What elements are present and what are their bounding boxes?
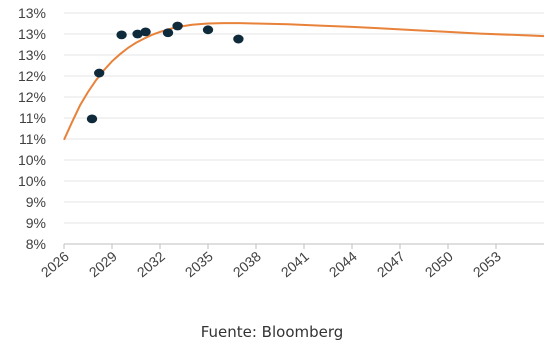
gridlines bbox=[64, 12, 544, 245]
data-point bbox=[140, 27, 151, 37]
x-tick-label: 2044 bbox=[326, 248, 360, 280]
x-tick-label: 2026 bbox=[38, 248, 72, 280]
y-tick-label: 9% bbox=[26, 194, 46, 210]
x-axis-ticks: 2026 2029 2032 2035 2038 2041 2044 2047 2050 2053 bbox=[38, 244, 504, 280]
data-point bbox=[172, 21, 183, 31]
data-point bbox=[116, 30, 127, 40]
y-tick-label: 12% bbox=[18, 68, 46, 84]
source-note: Fuente: Bloomberg bbox=[201, 323, 344, 341]
x-tick-label: 2035 bbox=[182, 248, 216, 280]
y-tick-label: 13% bbox=[18, 5, 46, 21]
y-tick-label: 13% bbox=[18, 47, 46, 63]
data-point bbox=[233, 34, 244, 44]
x-tick-label: 2047 bbox=[374, 248, 408, 280]
y-tick-label: 11% bbox=[19, 131, 46, 147]
y-tick-label: 10% bbox=[18, 173, 46, 189]
data-point bbox=[86, 114, 98, 124]
y-tick-label: 11% bbox=[19, 110, 46, 126]
fitted-curve bbox=[63, 22, 544, 141]
x-tick-label: 2038 bbox=[230, 248, 264, 280]
data-point bbox=[162, 28, 174, 38]
y-tick-label: 8% bbox=[26, 236, 46, 252]
data-point bbox=[94, 68, 105, 78]
y-tick-label: 9% bbox=[26, 215, 46, 231]
data-point bbox=[202, 25, 214, 35]
data-points-layer bbox=[86, 21, 244, 124]
x-tick-label: 2032 bbox=[134, 248, 168, 280]
data-point bbox=[132, 29, 143, 39]
fitted-curve-layer bbox=[63, 22, 544, 141]
x-tick-label: 2029 bbox=[86, 248, 120, 280]
y-tick-label: 13% bbox=[18, 26, 46, 42]
y-tick-label: 12% bbox=[18, 89, 46, 105]
y-tick-label: 10% bbox=[18, 152, 46, 168]
y-axis-ticks: 8% 9% 9% 10% 10% 11% 11% 12% 12% 13% 13% 13% bbox=[18, 5, 46, 252]
x-tick-label: 2050 bbox=[422, 248, 456, 280]
x-tick-label: 2041 bbox=[278, 248, 312, 280]
x-tick-label: 2053 bbox=[470, 248, 504, 280]
